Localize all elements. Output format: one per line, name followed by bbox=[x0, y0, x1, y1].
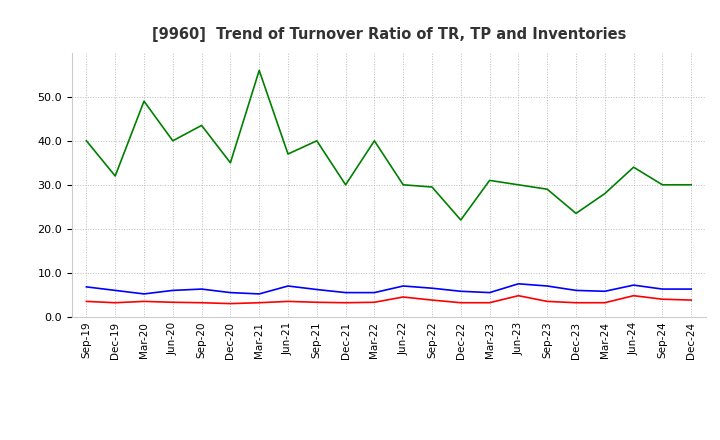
Trade Payables bbox=[312, 287, 321, 292]
Trade Payables bbox=[456, 289, 465, 294]
Inventories bbox=[543, 187, 552, 192]
Trade Receivables bbox=[111, 300, 120, 305]
Trade Receivables bbox=[629, 293, 638, 298]
Trade Receivables bbox=[341, 300, 350, 305]
Inventories bbox=[168, 138, 177, 143]
Inventories bbox=[312, 138, 321, 143]
Inventories bbox=[572, 211, 580, 216]
Inventories bbox=[370, 138, 379, 143]
Trade Payables bbox=[485, 290, 494, 295]
Inventories bbox=[197, 123, 206, 128]
Inventories bbox=[687, 182, 696, 187]
Trade Receivables bbox=[197, 300, 206, 305]
Title: [9960]  Trend of Turnover Ratio of TR, TP and Inventories: [9960] Trend of Turnover Ratio of TR, TP… bbox=[152, 27, 626, 42]
Inventories bbox=[82, 138, 91, 143]
Trade Payables bbox=[370, 290, 379, 295]
Trade Receivables bbox=[600, 300, 609, 305]
Trade Payables bbox=[543, 283, 552, 289]
Inventories bbox=[226, 160, 235, 165]
Trade Receivables bbox=[399, 294, 408, 300]
Inventories bbox=[140, 99, 148, 104]
Inventories bbox=[255, 68, 264, 73]
Trade Receivables bbox=[543, 299, 552, 304]
Inventories bbox=[399, 182, 408, 187]
Inventories bbox=[485, 178, 494, 183]
Trade Receivables bbox=[687, 297, 696, 303]
Trade Payables bbox=[140, 291, 148, 297]
Trade Receivables bbox=[226, 301, 235, 306]
Trade Receivables bbox=[168, 300, 177, 305]
Inventories bbox=[111, 173, 120, 179]
Trade Payables bbox=[658, 286, 667, 292]
Trade Receivables bbox=[456, 300, 465, 305]
Trade Payables bbox=[428, 286, 436, 291]
Trade Receivables bbox=[514, 293, 523, 298]
Trade Receivables bbox=[428, 297, 436, 303]
Inventories bbox=[514, 182, 523, 187]
Trade Payables bbox=[399, 283, 408, 289]
Trade Receivables bbox=[658, 297, 667, 302]
Inventories bbox=[629, 165, 638, 170]
Trade Receivables bbox=[82, 299, 91, 304]
Line: Trade Payables: Trade Payables bbox=[86, 284, 691, 294]
Trade Payables bbox=[284, 283, 292, 289]
Trade Receivables bbox=[572, 300, 580, 305]
Trade Payables bbox=[168, 288, 177, 293]
Line: Inventories: Inventories bbox=[86, 70, 691, 220]
Line: Trade Receivables: Trade Receivables bbox=[86, 296, 691, 304]
Trade Receivables bbox=[312, 300, 321, 305]
Trade Payables bbox=[687, 286, 696, 292]
Trade Payables bbox=[629, 282, 638, 288]
Trade Payables bbox=[572, 288, 580, 293]
Trade Receivables bbox=[255, 300, 264, 305]
Inventories bbox=[428, 184, 436, 190]
Trade Receivables bbox=[140, 299, 148, 304]
Trade Payables bbox=[341, 290, 350, 295]
Trade Receivables bbox=[370, 300, 379, 305]
Trade Payables bbox=[600, 289, 609, 294]
Inventories bbox=[341, 182, 350, 187]
Inventories bbox=[658, 182, 667, 187]
Inventories bbox=[600, 191, 609, 196]
Trade Payables bbox=[82, 284, 91, 290]
Trade Payables bbox=[255, 291, 264, 297]
Inventories bbox=[456, 217, 465, 223]
Inventories bbox=[284, 151, 292, 157]
Trade Payables bbox=[197, 286, 206, 292]
Trade Receivables bbox=[485, 300, 494, 305]
Trade Receivables bbox=[284, 299, 292, 304]
Trade Payables bbox=[514, 281, 523, 286]
Trade Payables bbox=[226, 290, 235, 295]
Trade Payables bbox=[111, 288, 120, 293]
